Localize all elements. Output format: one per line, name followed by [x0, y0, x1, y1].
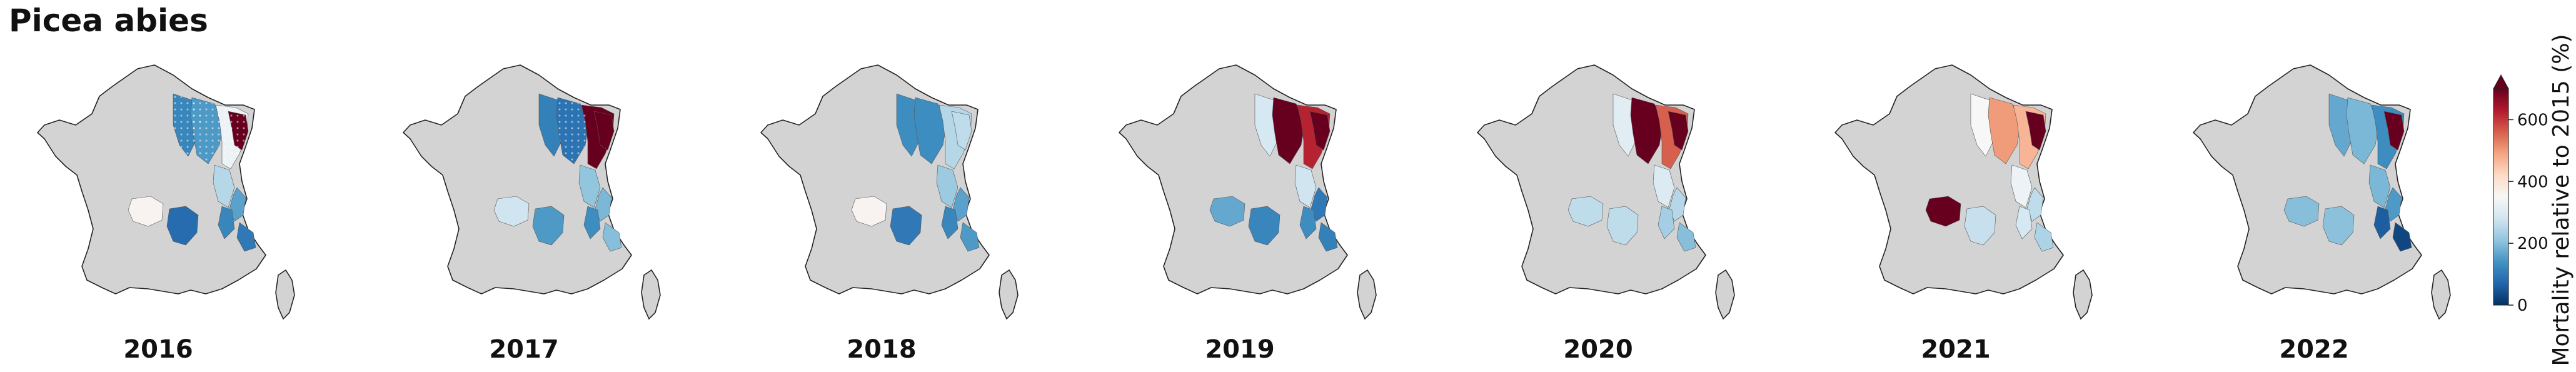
corsica-outline — [641, 269, 661, 320]
region-massif_central_west — [128, 196, 164, 227]
region-massif_central_west — [1925, 196, 1961, 227]
region-alps_north — [952, 187, 970, 222]
region-alps_mid — [218, 206, 235, 239]
corsica-outline — [275, 269, 295, 320]
colorbar-label: Mortality relative to 2015 (%) — [2548, 34, 2574, 366]
region-vosges_upper — [2383, 111, 2405, 151]
region-alps_north — [229, 187, 246, 222]
region-alps_south — [1318, 222, 1338, 252]
region-massif_central_west — [2283, 196, 2320, 227]
region-massif_central_east — [532, 206, 565, 246]
colorbar-tick-label: 600 — [2517, 111, 2548, 129]
region-vosges_upper — [1668, 111, 1689, 151]
region-alps_south — [2034, 222, 2054, 252]
year-label: 2020 — [1563, 335, 1633, 364]
region-alps_south — [2392, 222, 2412, 252]
region-massif_central_east — [890, 206, 922, 246]
significance-hatch — [216, 105, 248, 169]
region-jura — [2368, 164, 2391, 208]
year-label: 2022 — [2279, 335, 2348, 364]
region-alps_south — [960, 222, 980, 252]
year-label: 2018 — [847, 335, 916, 364]
region-massif_central_west — [1567, 196, 1604, 227]
region-alps_south — [236, 222, 256, 252]
region-jura — [1294, 164, 1317, 208]
colorbar-tick-label: 200 — [2517, 234, 2548, 253]
corsica-outline — [2073, 269, 2093, 320]
map-panel-2016: 2016 — [37, 64, 295, 364]
map-panel-2018: 2018 — [760, 64, 1019, 364]
region-alps_south — [1676, 222, 1696, 252]
region-alps_south — [602, 222, 622, 252]
significance-hatch — [173, 94, 202, 156]
year-label: 2021 — [1921, 335, 1990, 364]
region-vosges_upper — [1309, 111, 1331, 151]
region-jura — [213, 164, 235, 208]
colorbar-tick-label: 0 — [2517, 296, 2528, 315]
map-panel-2019: 2019 — [1119, 64, 1377, 364]
year-label: 2016 — [123, 335, 193, 364]
region-alps_north — [595, 187, 612, 222]
year-label: 2017 — [489, 335, 558, 364]
region-alps_north — [2385, 187, 2402, 222]
region-alps_mid — [1299, 206, 1317, 239]
region-jura — [2010, 164, 2033, 208]
colorbar-tick-label: 400 — [2517, 173, 2548, 191]
region-massif_central_west — [851, 196, 887, 227]
region-vosges_upper — [951, 111, 972, 151]
region-vosges_upper — [2025, 111, 2046, 151]
region-alps_north — [1669, 187, 1686, 222]
region-alps_north — [2026, 187, 2044, 222]
significance-hatch — [556, 98, 589, 164]
region-massif_central_east — [2322, 206, 2355, 246]
region-massif_central_east — [1606, 206, 1639, 246]
region-massif_central_west — [1209, 196, 1245, 227]
colorbar: 0 200 400 600 Mortality relative to 2015 (%) — [2493, 34, 2574, 366]
region-vosges_upper — [593, 111, 615, 151]
region-massif_central_east — [1964, 206, 1996, 246]
year-label: 2019 — [1205, 335, 1274, 364]
corsica-outline — [1715, 269, 1735, 320]
region-jura — [578, 164, 601, 208]
region-massif_central_east — [166, 206, 199, 246]
map-panel-2017: 2017 — [403, 64, 661, 364]
map-panel-2022: 2022 — [2193, 64, 2451, 364]
region-alps_mid — [2373, 206, 2391, 239]
map-panel-2020: 2020 — [1477, 64, 1735, 364]
colorbar-scale — [2493, 88, 2509, 306]
corsica-outline — [999, 269, 1019, 320]
figure-title: Picea abies — [9, 3, 208, 39]
region-alps_north — [1311, 187, 1328, 222]
region-alps_mid — [583, 206, 601, 239]
map-panel-2021: 2021 — [1834, 64, 2093, 364]
region-alps_mid — [1658, 206, 1675, 239]
region-alps_mid — [941, 206, 958, 239]
colorbar-extend-arrow — [2493, 74, 2509, 89]
corsica-outline — [1357, 269, 1377, 320]
region-jura — [1653, 164, 1675, 208]
region-massif_central_west — [493, 196, 530, 227]
corsica-outline — [2431, 269, 2451, 320]
region-massif_central_east — [1248, 206, 1280, 246]
region-alps_mid — [2015, 206, 2033, 239]
region-jura — [936, 164, 958, 208]
